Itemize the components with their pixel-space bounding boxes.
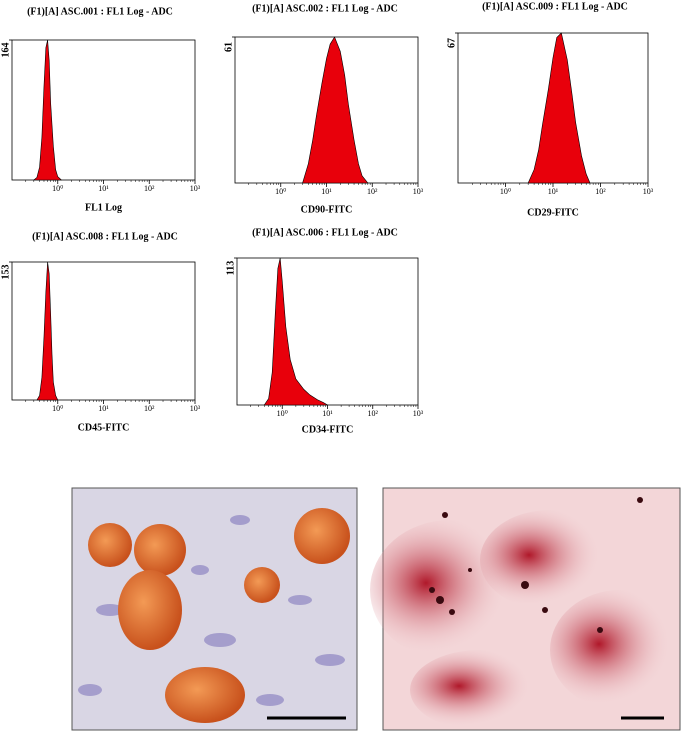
histogram-area (527, 32, 591, 184)
chart-title: (F1)[A] ASC.008 : FL1 Log - ADC (32, 231, 178, 242)
chart-title: (F1)[A] ASC.001 : FL1 Log - ADC (27, 6, 173, 17)
histogram-area (263, 257, 329, 406)
y-tick-label: 113 (225, 261, 236, 275)
histogram-area (36, 261, 59, 401)
x-tick-label: 10² (144, 404, 155, 413)
chart-title: (F1)[A] ASC.006 : FL1 Log - ADC (252, 227, 398, 238)
x-tick-label: 10³ (413, 187, 424, 196)
x-tick-label: 10¹ (321, 187, 332, 196)
x-tick-label: 10² (595, 187, 606, 196)
x-axis-label: CD90-FITC (301, 204, 353, 215)
x-tick-label: 10³ (190, 404, 201, 413)
x-tick-label: 10¹ (98, 404, 109, 413)
x-tick-label: 10² (144, 184, 155, 193)
x-tick-label: 10² (368, 409, 379, 418)
x-tick-label: 10¹ (548, 187, 559, 196)
x-tick-label: 10³ (413, 409, 424, 418)
x-tick-label: 10⁰ (277, 409, 288, 418)
histogram-area (33, 39, 63, 181)
y-tick-label: 164 (0, 43, 11, 58)
x-axis-label: CD45-FITC (78, 422, 130, 433)
x-tick-label: 10⁰ (52, 184, 63, 193)
histogram-area (302, 36, 369, 184)
micrograph-adipogenic (71, 487, 358, 731)
micrograph-osteogenic (370, 487, 683, 731)
y-tick-label: 153 (0, 265, 11, 280)
x-tick-label: 10¹ (98, 184, 109, 193)
chart-title: (F1)[A] ASC.009 : FL1 Log - ADC (482, 1, 628, 12)
x-tick-label: 10⁰ (500, 187, 511, 196)
x-axis-label: CD34-FITC (302, 424, 354, 435)
y-tick-label: 67 (446, 38, 457, 48)
x-tick-label: 10³ (190, 184, 201, 193)
x-tick-label: 10² (367, 187, 378, 196)
x-tick-label: 10¹ (322, 409, 333, 418)
plot-frame (11, 39, 196, 181)
y-tick-label: 61 (223, 42, 234, 52)
x-tick-label: 10³ (643, 187, 654, 196)
plot-frame (236, 257, 419, 406)
x-axis-label: FL1 Log (85, 202, 122, 213)
x-axis-label: CD29-FITC (527, 207, 579, 218)
x-tick-label: 10⁰ (52, 404, 63, 413)
x-tick-label: 10⁰ (275, 187, 286, 196)
chart-title: (F1)[A] ASC.002 : FL1 Log - ADC (252, 3, 398, 14)
plot-frame (11, 261, 196, 401)
